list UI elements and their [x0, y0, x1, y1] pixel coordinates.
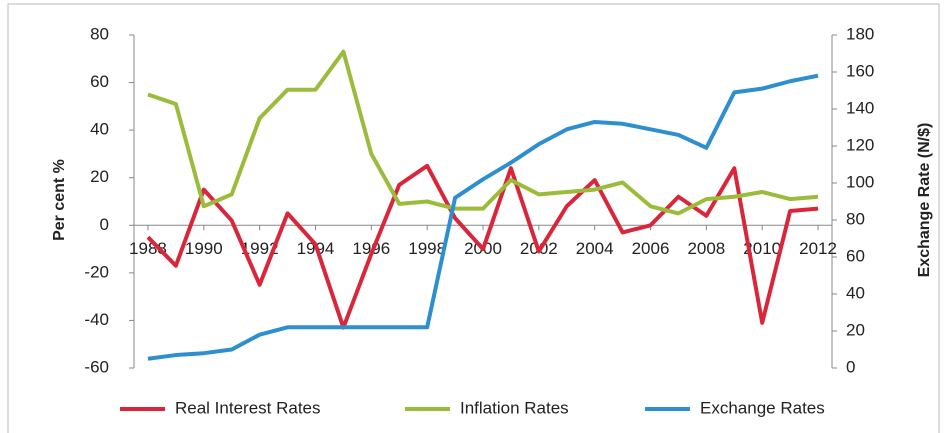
y-tick-label: 60 — [90, 72, 109, 91]
legend-label: Real Interest Rates — [175, 398, 321, 417]
y2-tick-label: 180 — [846, 24, 874, 43]
frame — [7, 3, 940, 433]
series-line — [146, 163, 819, 330]
x-tick-label: 2012 — [799, 239, 837, 258]
y2-tick-label: 0 — [846, 357, 855, 376]
y2-tick-label: 80 — [846, 209, 865, 228]
y-tick-label: 80 — [90, 24, 109, 43]
legend-label: Exchange Rates — [700, 398, 825, 417]
x-tick-label: 2006 — [632, 239, 670, 258]
x-tick-label: 2004 — [576, 239, 614, 258]
series-line — [147, 49, 819, 216]
y-axis-title: Per cent % — [51, 159, 68, 241]
y-tick-label: -20 — [84, 262, 109, 281]
x-tick-label: 1996 — [352, 239, 390, 258]
x-tick-label: 1992 — [241, 239, 279, 258]
y2-tick-label: 140 — [846, 98, 874, 117]
legend-label: Inflation Rates — [460, 398, 569, 417]
x-tick-label: 1988 — [129, 239, 167, 258]
y2-tick-label: 160 — [846, 61, 874, 80]
y2-tick-label: 100 — [846, 172, 874, 191]
y-tick-label: 20 — [90, 167, 109, 186]
y2-axis-title: Exchange Rate (N/$) — [916, 123, 933, 278]
y2-tick-label: 20 — [846, 320, 865, 339]
x-tick-label: 2008 — [687, 239, 725, 258]
x-tick-label: 1998 — [408, 239, 446, 258]
y-tick-label: -40 — [84, 310, 109, 329]
y-tick-label: -60 — [84, 357, 109, 376]
y2-tick-label: 120 — [846, 135, 874, 154]
x-tick-label: 1990 — [185, 239, 223, 258]
series-line — [147, 73, 819, 361]
y2-tick-label: 60 — [846, 246, 865, 265]
y-tick-label: 40 — [90, 120, 109, 139]
y-tick-label: 0 — [100, 215, 109, 234]
y2-tick-label: 40 — [846, 283, 865, 302]
x-tick-label: 2010 — [743, 239, 781, 258]
